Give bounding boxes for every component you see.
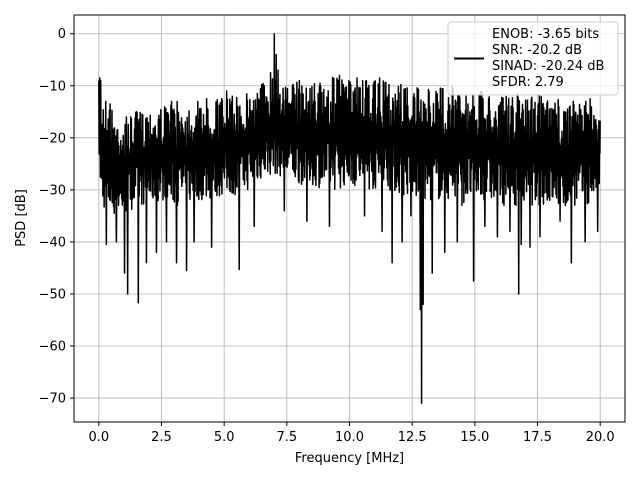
x-tick-label: 17.5: [523, 430, 552, 445]
plot-area: [98, 32, 601, 405]
x-axis-label: Frequency [MHz]: [295, 451, 404, 466]
y-tick-label: −30: [39, 183, 66, 198]
x-tick-label: 12.5: [398, 430, 427, 445]
x-tick-label: 20.0: [586, 430, 615, 445]
legend-snr: SNR: -20.2 dB: [492, 43, 582, 58]
x-tick-label: 7.5: [276, 430, 297, 445]
legend-enob: ENOB: -3.65 bits: [492, 27, 599, 42]
x-tick-label: 2.5: [151, 430, 172, 445]
axis-ticks: 0.0 2.5 5.0 7.5 10.0 12.5 15.0 17.5 20.0 0 −10 −20 −…: [39, 27, 615, 445]
legend-sinad: SINAD: -20.24 dB: [492, 59, 604, 74]
y-tick-label: −20: [39, 131, 66, 146]
y-tick-label: −10: [39, 79, 66, 94]
legend: ENOB: -3.65 bits SNR: -20.2 dB SINAD: -2…: [447, 21, 619, 96]
legend-box: [447, 21, 619, 96]
y-tick-label: 0: [58, 27, 66, 42]
y-axis-label: PSD [dB]: [14, 189, 29, 247]
x-tick-label: 10.0: [335, 430, 364, 445]
x-tick-label: 15.0: [460, 430, 489, 445]
x-tick-label: 0.0: [88, 430, 109, 445]
y-tick-label: −40: [39, 235, 66, 250]
x-tick-label: 5.0: [214, 430, 235, 445]
psd-series-line: [98, 32, 601, 405]
y-tick-label: −50: [39, 287, 66, 302]
legend-sfdr: SFDR: 2.79: [492, 75, 564, 90]
y-tick-label: −60: [39, 340, 66, 355]
y-tick-label: −70: [39, 392, 66, 407]
